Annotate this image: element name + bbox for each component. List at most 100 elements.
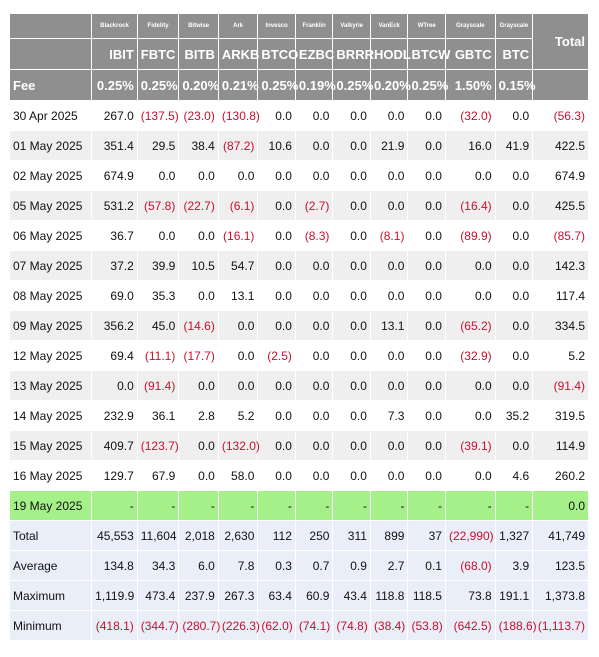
flow-value-cell: 13.1	[218, 281, 258, 310]
stat-value-cell: (280.7)	[179, 611, 220, 640]
flow-value-cell: 0.0	[445, 401, 495, 430]
flow-value-cell: 0.0	[258, 401, 295, 430]
fee-cell-0: 0.25%	[92, 70, 137, 100]
fee-cell-1: 0.25%	[137, 70, 179, 100]
flow-value-cell: 0.0	[333, 221, 370, 250]
flow-value-cell: -	[495, 491, 533, 520]
row-date: 15 May 2025	[10, 431, 92, 460]
fee-total-blank	[533, 70, 588, 100]
stat-value-cell: 2,630	[218, 521, 258, 550]
flow-value-cell: 0.0	[333, 461, 370, 490]
stat-value-cell: (188.6)	[495, 611, 537, 640]
flow-value-cell: 35.2	[495, 401, 533, 430]
flow-value-cell: (57.8)	[137, 191, 179, 220]
ticker-header-row: IBIT FBTC BITB ARKB BTCO EZBC BRRR HODL BTCW GBTC…	[10, 39, 588, 69]
stat-value-cell: 2.7	[370, 551, 408, 580]
flow-value-cell: 0.0	[445, 251, 495, 280]
ticker-header-bitb: BITB	[179, 39, 218, 69]
row-date: 09 May 2025	[10, 311, 92, 340]
table-row: 19 May 2025- - - - - - - - - - -0.0	[10, 491, 588, 520]
flow-value-cell: (32.9)	[445, 341, 495, 370]
flow-value-cell: (89.9)	[445, 221, 495, 250]
stat-label: Average	[10, 551, 92, 580]
stat-value-cell: 118.5	[408, 581, 445, 610]
fee-cell-2: 0.20%	[179, 70, 219, 100]
flow-value-cell: 0.0	[218, 371, 258, 400]
flow-value-cell: 0.0	[295, 311, 333, 340]
ticker-header-hodl: HODL	[370, 39, 411, 69]
flow-value-cell: 319.5	[533, 401, 588, 430]
flow-value-cell: 69.0	[92, 281, 137, 310]
table-row: 08 May 2025 69.0 35.3 0.0 13.1 0.0 0.0 0.0 0.0 0.…	[10, 281, 588, 310]
flow-value-cell: 13.1	[370, 311, 408, 340]
flow-value-cell: -	[445, 491, 495, 520]
fee-cell-8: 0.25%	[408, 70, 448, 100]
flow-value-cell: 0.0	[370, 191, 408, 220]
stat-value-cell: 112	[258, 521, 295, 550]
issuer-header-5: Franklin	[295, 14, 333, 38]
table-row: 05 May 2025 531.2 (57.8) (22.7) (6.1) 0.0 (2.7…	[10, 191, 588, 220]
flow-value-cell: 0.0	[370, 161, 408, 190]
flow-value-cell: 674.9	[92, 161, 137, 190]
table-row: 16 May 2025 129.7 67.9 0.0 58.0 0.0 0.0 0.0 0.0 0…	[10, 461, 588, 490]
flow-value-cell: 5.2	[218, 401, 258, 430]
flow-value-cell: (130.8)	[218, 101, 260, 130]
fee-cell-10: 0.15%	[495, 70, 536, 100]
flow-value-cell: -	[218, 491, 258, 520]
stat-value-cell: 60.9	[295, 581, 333, 610]
flow-value-cell: 0.0	[179, 281, 218, 310]
flow-value-cell: 0.0	[179, 221, 218, 250]
flow-value-cell: 0.0	[333, 191, 370, 220]
flow-value-cell: 2.8	[179, 401, 218, 430]
flow-value-cell: -	[408, 491, 445, 520]
flow-value-cell: (16.4)	[445, 191, 495, 220]
flow-value-cell: (32.0)	[445, 101, 495, 130]
flow-value-cell: 0.0	[408, 131, 445, 160]
stat-value-cell: 473.4	[137, 581, 179, 610]
stat-value-cell: (38.4)	[370, 611, 408, 640]
stat-value-cell: 118.8	[370, 581, 408, 610]
table-row: 09 May 2025 356.2 45.0 (14.6) 0.0 0.0 0.0 0.0 13…	[10, 311, 588, 340]
ticker-header-fbtc: FBTC	[137, 39, 179, 69]
stat-value-cell: (642.5)	[445, 611, 495, 640]
flow-value-cell: 0.0	[333, 161, 370, 190]
table-row: 14 May 2025 232.9 36.1 2.8 5.2 0.0 0.0 0.0 7.3 0.…	[10, 401, 588, 430]
flow-value-cell: 0.0	[218, 341, 258, 370]
flow-value-cell: (14.6)	[179, 311, 218, 340]
stat-value-cell: 899	[370, 521, 408, 550]
flow-value-cell: 129.7	[92, 461, 137, 490]
flow-value-cell: (2.5)	[258, 341, 295, 370]
stat-value-cell: 73.8	[445, 581, 495, 610]
flow-value-cell: 0.0	[445, 281, 495, 310]
row-date: 13 May 2025	[10, 371, 92, 400]
flow-value-cell: 5.2	[533, 341, 588, 370]
flow-value-cell: 0.0	[218, 161, 258, 190]
fee-cell-5: 0.19%	[295, 70, 336, 100]
flow-value-cell: (65.2)	[445, 311, 495, 340]
flow-value-cell: 0.0	[295, 251, 333, 280]
stat-value-cell: (22,990)	[445, 521, 495, 550]
flow-value-cell: 0.0	[408, 431, 445, 460]
stat-value-cell: (418.1)	[92, 611, 137, 640]
stat-value-cell: 237.9	[179, 581, 218, 610]
stat-value-cell: 267.3	[218, 581, 258, 610]
fee-cell-6: 0.25%	[333, 70, 373, 100]
flow-value-cell: 425.5	[533, 191, 588, 220]
flow-value-cell: (56.3)	[533, 101, 588, 130]
flow-value-cell: 0.0	[258, 191, 295, 220]
stat-value-cell: 37	[408, 521, 445, 550]
flow-value-cell: 0.0	[533, 491, 588, 520]
flow-value-cell: -	[295, 491, 333, 520]
flow-value-cell: 0.0	[295, 371, 333, 400]
flow-value-cell: 36.1	[137, 401, 179, 430]
etf-flow-table-container: Blackrock Fidelity Bitwise Ark Invesco Frankl…	[9, 13, 589, 641]
stat-value-cell: 45,553	[92, 521, 137, 550]
ticker-header-ibit: IBIT	[92, 39, 137, 69]
flow-value-cell: 0.0	[495, 311, 533, 340]
table-row: 07 May 2025 37.2 39.9 10.5 54.7 0.0 0.0 0.0 0.0 0…	[10, 251, 588, 280]
stat-value-cell: 3.9	[495, 551, 533, 580]
flow-value-cell: 35.3	[137, 281, 179, 310]
flow-value-cell: 114.9	[533, 431, 588, 460]
flow-value-cell: (39.1)	[445, 431, 495, 460]
flow-value-cell: 0.0	[137, 161, 179, 190]
